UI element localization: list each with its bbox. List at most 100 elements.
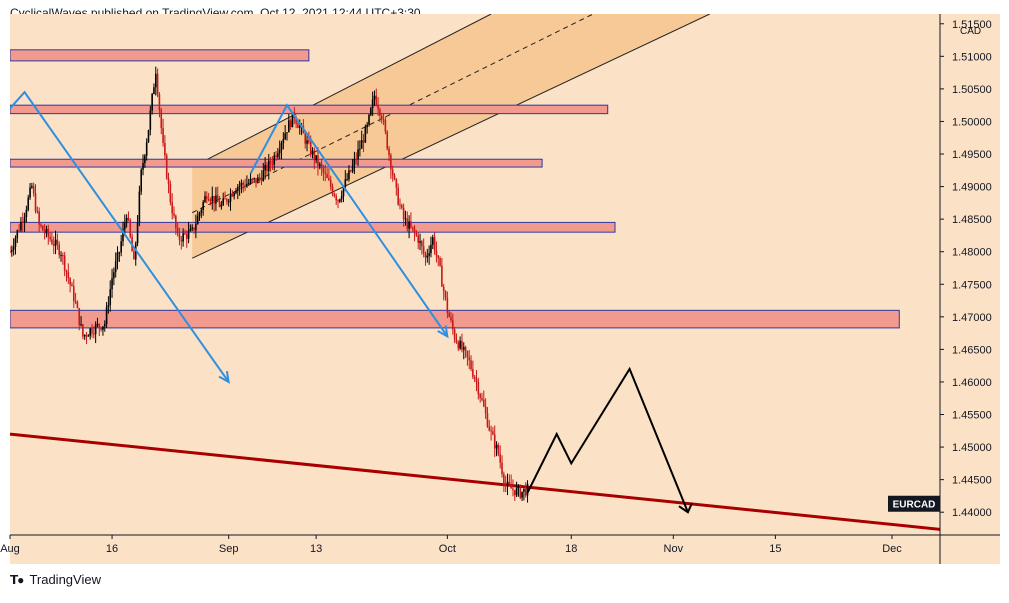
y-tick-label: 1.50000 [952, 116, 992, 128]
candle-body [269, 160, 272, 164]
candle-body [477, 381, 480, 395]
candle-body [120, 241, 122, 253]
y-tick-label: 1.50500 [952, 84, 992, 96]
candle-body [67, 271, 70, 279]
candle-body [153, 87, 155, 94]
candle-body [100, 327, 102, 330]
candle-body [342, 187, 345, 197]
candle-body [484, 406, 487, 414]
projection-arrow-head [678, 502, 693, 514]
wave-arrow-head [437, 325, 449, 339]
candle-body [453, 329, 456, 340]
x-tick-label: 13 [310, 543, 322, 555]
candle-body [249, 178, 252, 183]
candle-body [437, 255, 440, 259]
candle-body [464, 346, 467, 352]
candle-body [311, 150, 314, 155]
candle-body [490, 430, 492, 432]
candle-body [12, 246, 15, 250]
candle-body [213, 195, 215, 204]
candle-body [36, 211, 39, 213]
candle-body [335, 196, 337, 201]
candle-body [298, 126, 301, 128]
currency-label: CAD [960, 26, 981, 37]
candle-body [377, 105, 379, 110]
candle-body [421, 241, 423, 247]
candle-body [481, 397, 483, 400]
y-tick-label: 1.49000 [952, 182, 992, 194]
candle-body [195, 224, 197, 231]
candle-body [235, 191, 237, 194]
candle-body [52, 243, 55, 246]
y-tick-label: 1.46500 [952, 344, 992, 356]
candle-body [125, 217, 128, 224]
candle-body [273, 155, 276, 165]
candle-body [204, 196, 206, 203]
candle-body [442, 286, 445, 292]
candle-body [450, 316, 452, 321]
candle-body [388, 148, 390, 156]
y-tick-label: 1.45000 [952, 442, 992, 454]
y-tick-label: 1.48000 [952, 247, 992, 259]
candle-body [111, 278, 113, 290]
candle-body [266, 164, 268, 172]
x-tick-label: Aug [0, 543, 20, 555]
candle-body [277, 153, 279, 158]
candle-body [391, 169, 394, 176]
candle-body [430, 244, 432, 254]
candle-body [171, 202, 173, 214]
candle-body [382, 119, 385, 121]
candle-body [448, 312, 450, 317]
channel-mid-line [192, 14, 594, 214]
y-tick-label: 1.47000 [952, 312, 992, 324]
candle-body [91, 328, 93, 334]
candle-body [470, 360, 472, 370]
candle-body [10, 251, 11, 253]
candle-body [393, 175, 396, 179]
candle-body [87, 335, 90, 337]
candle-body [51, 239, 53, 244]
candle-body [238, 185, 241, 188]
candle-body [513, 489, 516, 496]
candle-body [492, 431, 494, 435]
symbol-tag [888, 495, 940, 512]
candle-body [93, 333, 95, 335]
candle-body [368, 114, 370, 125]
candle-body [493, 434, 496, 449]
candle-body [21, 221, 24, 223]
candle-body [346, 179, 348, 181]
candle-body [406, 218, 409, 229]
candle-body [187, 230, 190, 239]
candle-body [102, 326, 104, 330]
candle-body [413, 228, 416, 233]
candle-body [216, 195, 219, 203]
candle-body [308, 140, 310, 143]
candle-body [501, 462, 503, 475]
wave-arrow [249, 103, 449, 337]
candle-body [62, 255, 64, 257]
candle-body [417, 235, 419, 243]
candle-body [284, 133, 286, 140]
candle-body [107, 305, 110, 308]
y-tick-label: 1.49500 [952, 149, 992, 161]
projection-path [526, 366, 689, 513]
candle-body [524, 488, 527, 496]
candle-body [151, 93, 153, 111]
resistance-zone [10, 104, 609, 115]
candle-body [359, 148, 361, 150]
price-axis-background [940, 14, 1000, 535]
candle-body [85, 334, 88, 337]
y-tick-label: 1.45500 [952, 410, 992, 422]
x-tick-label: 18 [565, 543, 577, 555]
candle-body [147, 129, 150, 143]
x-tick-label: Dec [882, 543, 902, 555]
candle-body [103, 324, 106, 327]
candle-body [65, 270, 68, 272]
candle-body [486, 413, 489, 427]
candle-body [200, 209, 203, 214]
candle-body [122, 229, 124, 242]
candle-body [23, 217, 26, 223]
x-tick-label: Nov [664, 543, 684, 555]
candle-body [504, 483, 507, 487]
